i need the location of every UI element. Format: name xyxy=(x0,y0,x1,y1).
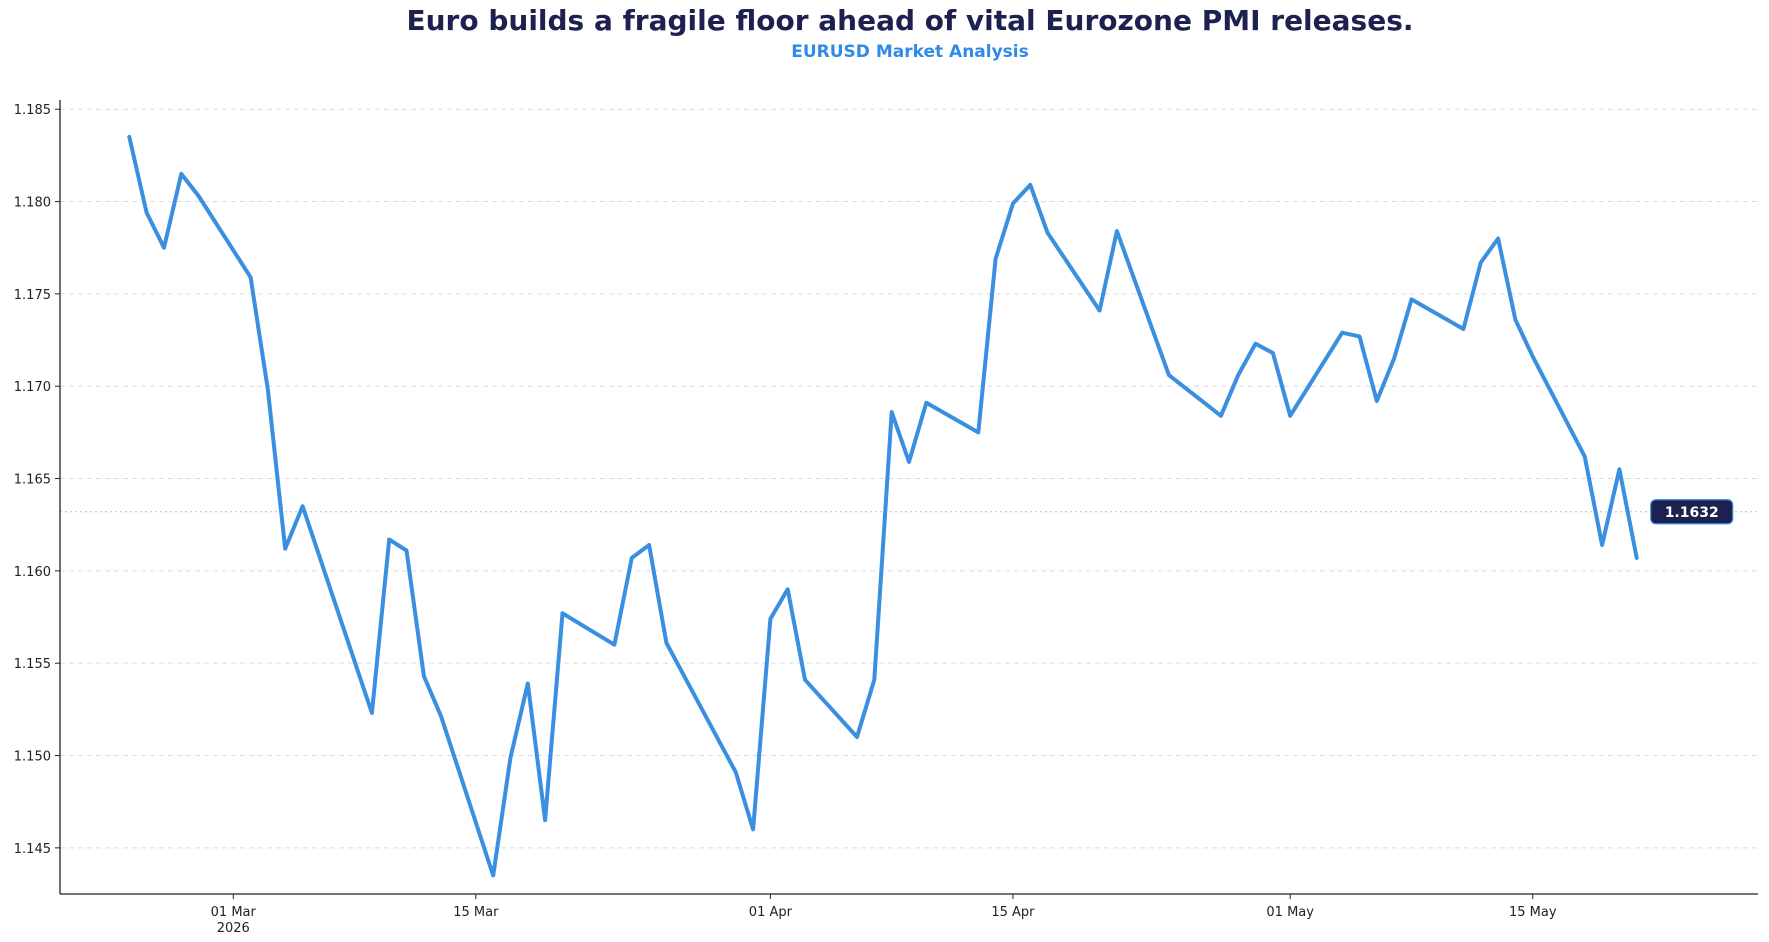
price-point xyxy=(145,211,149,215)
price-point xyxy=(508,755,512,759)
price-point xyxy=(1461,327,1465,331)
y-tick-label: 1.175 xyxy=(14,288,51,303)
price-point xyxy=(249,275,253,279)
price-point xyxy=(1271,351,1275,355)
price-point xyxy=(1635,556,1639,560)
x-tick-label: 01 Apr xyxy=(749,905,793,920)
price-point xyxy=(647,543,651,547)
price-point xyxy=(526,681,530,685)
price-point xyxy=(422,674,426,678)
y-tick-label: 1.185 xyxy=(14,103,51,118)
price-point xyxy=(1531,355,1535,359)
y-tick-labels: 1.145 1.150 1.155 1.160 1.165 1.170 1.175 1.180… xyxy=(14,103,60,857)
price-point xyxy=(301,504,305,508)
y-tick-label: 1.150 xyxy=(14,750,51,765)
price-point xyxy=(768,617,772,621)
price-point xyxy=(612,643,616,647)
price-point xyxy=(1340,331,1344,335)
price-point xyxy=(803,678,807,682)
price-point xyxy=(405,549,409,553)
y-tick-label: 1.160 xyxy=(14,565,51,580)
price-point xyxy=(1115,229,1119,233)
price-point xyxy=(1479,260,1483,264)
price-series-line xyxy=(127,134,1639,878)
last-value-badge-background xyxy=(1650,499,1734,525)
price-point xyxy=(872,678,876,682)
price-point xyxy=(1236,373,1240,377)
price-point xyxy=(1583,454,1587,458)
price-point xyxy=(1496,236,1500,240)
price-point xyxy=(1167,373,1171,377)
price-point xyxy=(1375,399,1379,403)
price-point xyxy=(491,874,495,878)
price-point xyxy=(1409,297,1413,301)
x-tick-label: 15 May xyxy=(1509,905,1557,920)
price-point xyxy=(924,401,928,405)
price-point xyxy=(179,172,183,176)
price-point xyxy=(1357,334,1361,338)
price-point xyxy=(1392,357,1396,361)
price-point xyxy=(560,611,564,615)
y-tick-label: 1.145 xyxy=(14,842,51,857)
price-point xyxy=(1254,342,1258,346)
price-point xyxy=(543,818,547,822)
price-point xyxy=(976,430,980,434)
price-point xyxy=(907,460,911,464)
chart-title: Euro builds a fragile floor ahead of vit… xyxy=(406,4,1414,37)
x-tick-label: 01 May xyxy=(1266,905,1314,920)
x-tick-sublabel: 2026 xyxy=(217,921,250,936)
last-value-label: 1.1632 xyxy=(1665,505,1719,521)
gridlines xyxy=(60,108,1758,849)
last-value-badge: 1.1632 xyxy=(1650,499,1734,525)
axes xyxy=(59,100,1758,895)
price-point xyxy=(370,711,374,715)
price-point xyxy=(1098,309,1102,313)
price-point xyxy=(1617,467,1621,471)
price-point xyxy=(1513,318,1517,322)
price-point xyxy=(127,135,131,139)
y-tick-label: 1.155 xyxy=(14,657,51,672)
price-point xyxy=(266,388,270,392)
price-point xyxy=(1219,414,1223,418)
price-point xyxy=(890,410,894,414)
price-point xyxy=(197,194,201,198)
price-point xyxy=(439,715,443,719)
price-point xyxy=(994,257,998,261)
price-point xyxy=(734,770,738,774)
price-point xyxy=(1046,231,1050,235)
x-tick-label: 15 Mar xyxy=(453,905,499,920)
price-point xyxy=(786,587,790,591)
y-tick-label: 1.165 xyxy=(14,473,51,488)
price-point xyxy=(751,827,755,831)
y-tick-label: 1.170 xyxy=(14,380,51,395)
x-tick-label: 15 Apr xyxy=(991,905,1035,920)
price-point xyxy=(1600,543,1604,547)
price-point xyxy=(630,556,634,560)
price-points xyxy=(127,135,1639,878)
x-tick-label: 01 Mar xyxy=(211,905,257,920)
price-point xyxy=(664,641,668,645)
price-point xyxy=(1288,414,1292,418)
chart-subtitle: EURUSD Market Analysis xyxy=(791,42,1029,62)
price-point xyxy=(1011,201,1015,205)
price-point xyxy=(1028,183,1032,187)
price-point xyxy=(283,547,287,551)
y-tick-label: 1.180 xyxy=(14,196,51,211)
price-point xyxy=(387,537,391,541)
price-point xyxy=(855,735,859,739)
price-point xyxy=(162,246,166,250)
